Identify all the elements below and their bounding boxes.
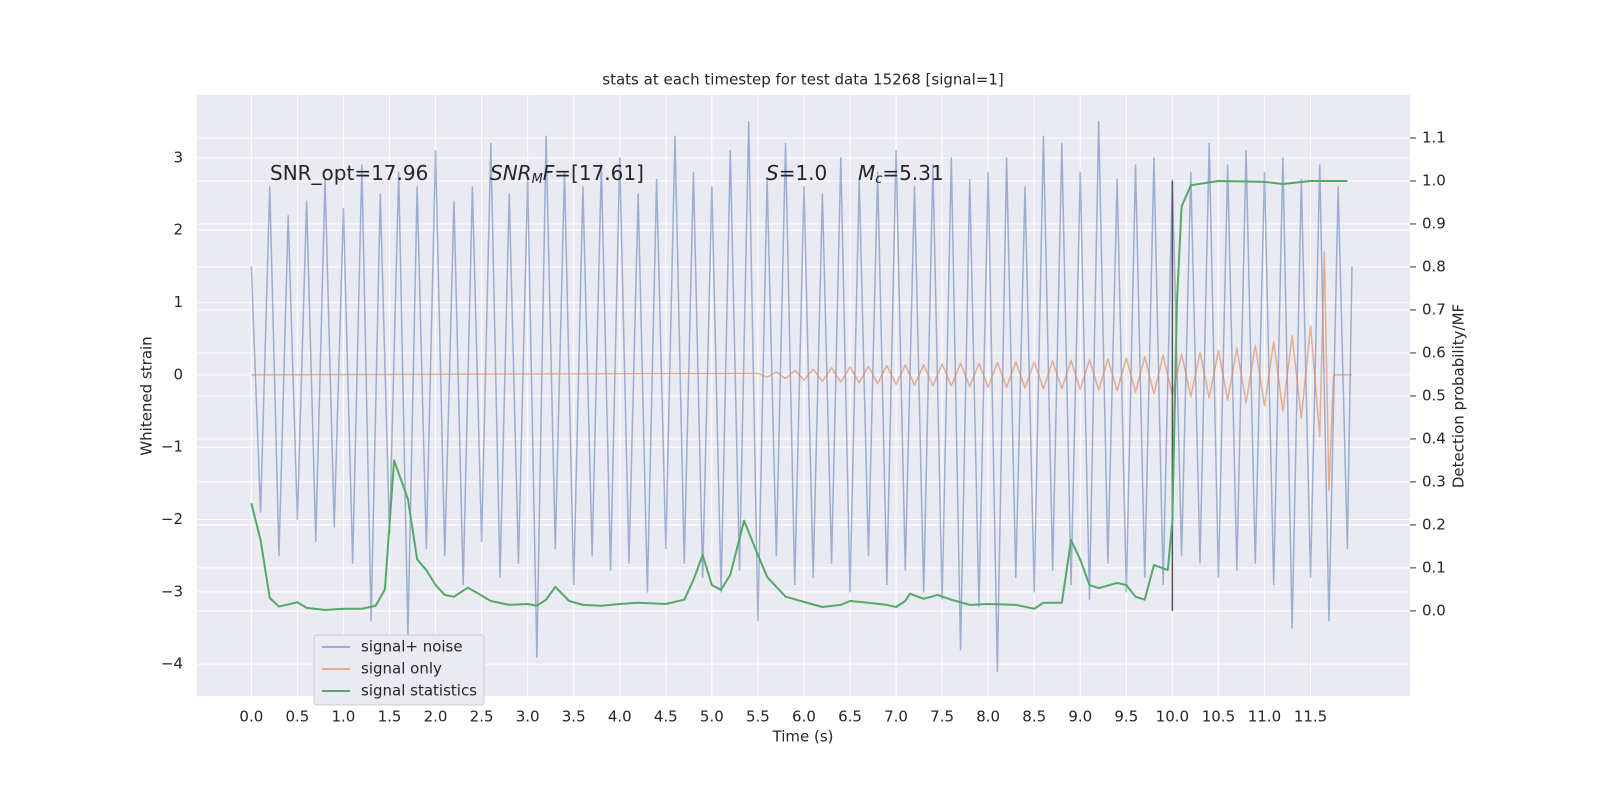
y2-tick-label: 0.8 — [1422, 257, 1446, 275]
y2-tick-label: 1.0 — [1422, 171, 1446, 189]
annotation-part: M — [858, 161, 875, 185]
y2-tick-label: 0.6 — [1422, 343, 1446, 361]
y2-tick-label: 0.4 — [1422, 429, 1446, 447]
x-tick-label: 10.5 — [1202, 708, 1235, 726]
annotation-part: S — [766, 161, 779, 185]
annotation: SNR_opt=17.96 — [270, 161, 428, 185]
y-axis-label: Whitened strain — [138, 336, 156, 455]
x-tick-label: 4.0 — [608, 708, 632, 726]
x-tick-label: 7.5 — [930, 708, 954, 726]
x-tick-label: 11.5 — [1294, 708, 1327, 726]
x-tick-label: 2.0 — [424, 708, 448, 726]
x-tick-label: 8.0 — [976, 708, 1000, 726]
y-tick-label: −3 — [161, 582, 183, 600]
y2-tick-label: 0.0 — [1422, 601, 1446, 619]
y2-tick-label: 0.5 — [1422, 386, 1446, 404]
annotation-part: M — [532, 172, 543, 187]
annotation-part: SNR — [490, 161, 532, 185]
annotation-part: =1.0 — [779, 161, 828, 185]
x-tick-label: 9.5 — [1114, 708, 1138, 726]
x-tick-label: 7.0 — [884, 708, 908, 726]
x-tick-label: 6.5 — [838, 708, 862, 726]
legend-label: signal+ noise — [361, 638, 463, 656]
x-tick-label: 5.5 — [746, 708, 770, 726]
annotation-part: c — [875, 172, 882, 187]
x-tick-label: 3.0 — [516, 708, 540, 726]
x-tick-label: 10.0 — [1156, 708, 1189, 726]
annotation-part: SNR_opt=17.96 — [270, 161, 428, 185]
annotation-part: =5.31 — [882, 161, 943, 185]
chart-title: stats at each timestep for test data 152… — [602, 71, 1003, 89]
x-tick-label: 4.5 — [654, 708, 678, 726]
x-tick-label: 0.0 — [239, 708, 263, 726]
marks — [250, 121, 1353, 673]
y2-tick-label: 0.3 — [1422, 472, 1446, 490]
x-tick-label: 5.0 — [700, 708, 724, 726]
legend-label: signal statistics — [361, 682, 477, 700]
x-axis-label: Time (s) — [772, 728, 834, 746]
legend: signal+ noise signal only signal statistic… — [313, 634, 485, 706]
y-tick-label: 0 — [173, 365, 183, 383]
x-tick-label: 2.5 — [470, 708, 494, 726]
annotation-part: F — [543, 161, 555, 185]
x-tick-label: 8.5 — [1022, 708, 1046, 726]
y-tick-label: 1 — [173, 293, 183, 311]
y-tick-label: −4 — [161, 655, 183, 673]
x-tick-label: 1.0 — [332, 708, 356, 726]
x-tick-label: 3.5 — [562, 708, 586, 726]
legend-label: signal only — [361, 660, 442, 678]
y2-tick-label: 0.1 — [1422, 558, 1446, 576]
annotation: S=1.0 — [766, 161, 827, 185]
x-tick-label: 1.5 — [378, 708, 402, 726]
series-line — [250, 121, 1353, 673]
annotation: SNRMF=[17.61] — [490, 161, 644, 187]
x-tick-label: 6.0 — [792, 708, 816, 726]
y2-axis-label: Detection probability/MF — [1450, 304, 1468, 488]
x-tick-label: 11.0 — [1248, 708, 1281, 726]
y2-tick-label: 1.1 — [1422, 128, 1446, 146]
series-line — [250, 179, 1348, 612]
y2-tick-label: 0.7 — [1422, 300, 1446, 318]
x-tick-label: 0.5 — [285, 708, 309, 726]
x-tick-label: 9.0 — [1068, 708, 1092, 726]
y-tick-label: −2 — [161, 510, 183, 528]
y-tick-label: 3 — [173, 148, 183, 166]
y2-tick-label: 0.9 — [1422, 214, 1446, 232]
annotation-part: =[17.61] — [554, 161, 644, 185]
series-line — [251, 251, 1352, 492]
y2-tick-label: 0.2 — [1422, 515, 1446, 533]
y-tick-label: 2 — [173, 221, 183, 239]
y-tick-label: −1 — [161, 438, 183, 456]
annotation: Mc=5.31 — [858, 161, 944, 187]
legend-box — [313, 634, 485, 706]
